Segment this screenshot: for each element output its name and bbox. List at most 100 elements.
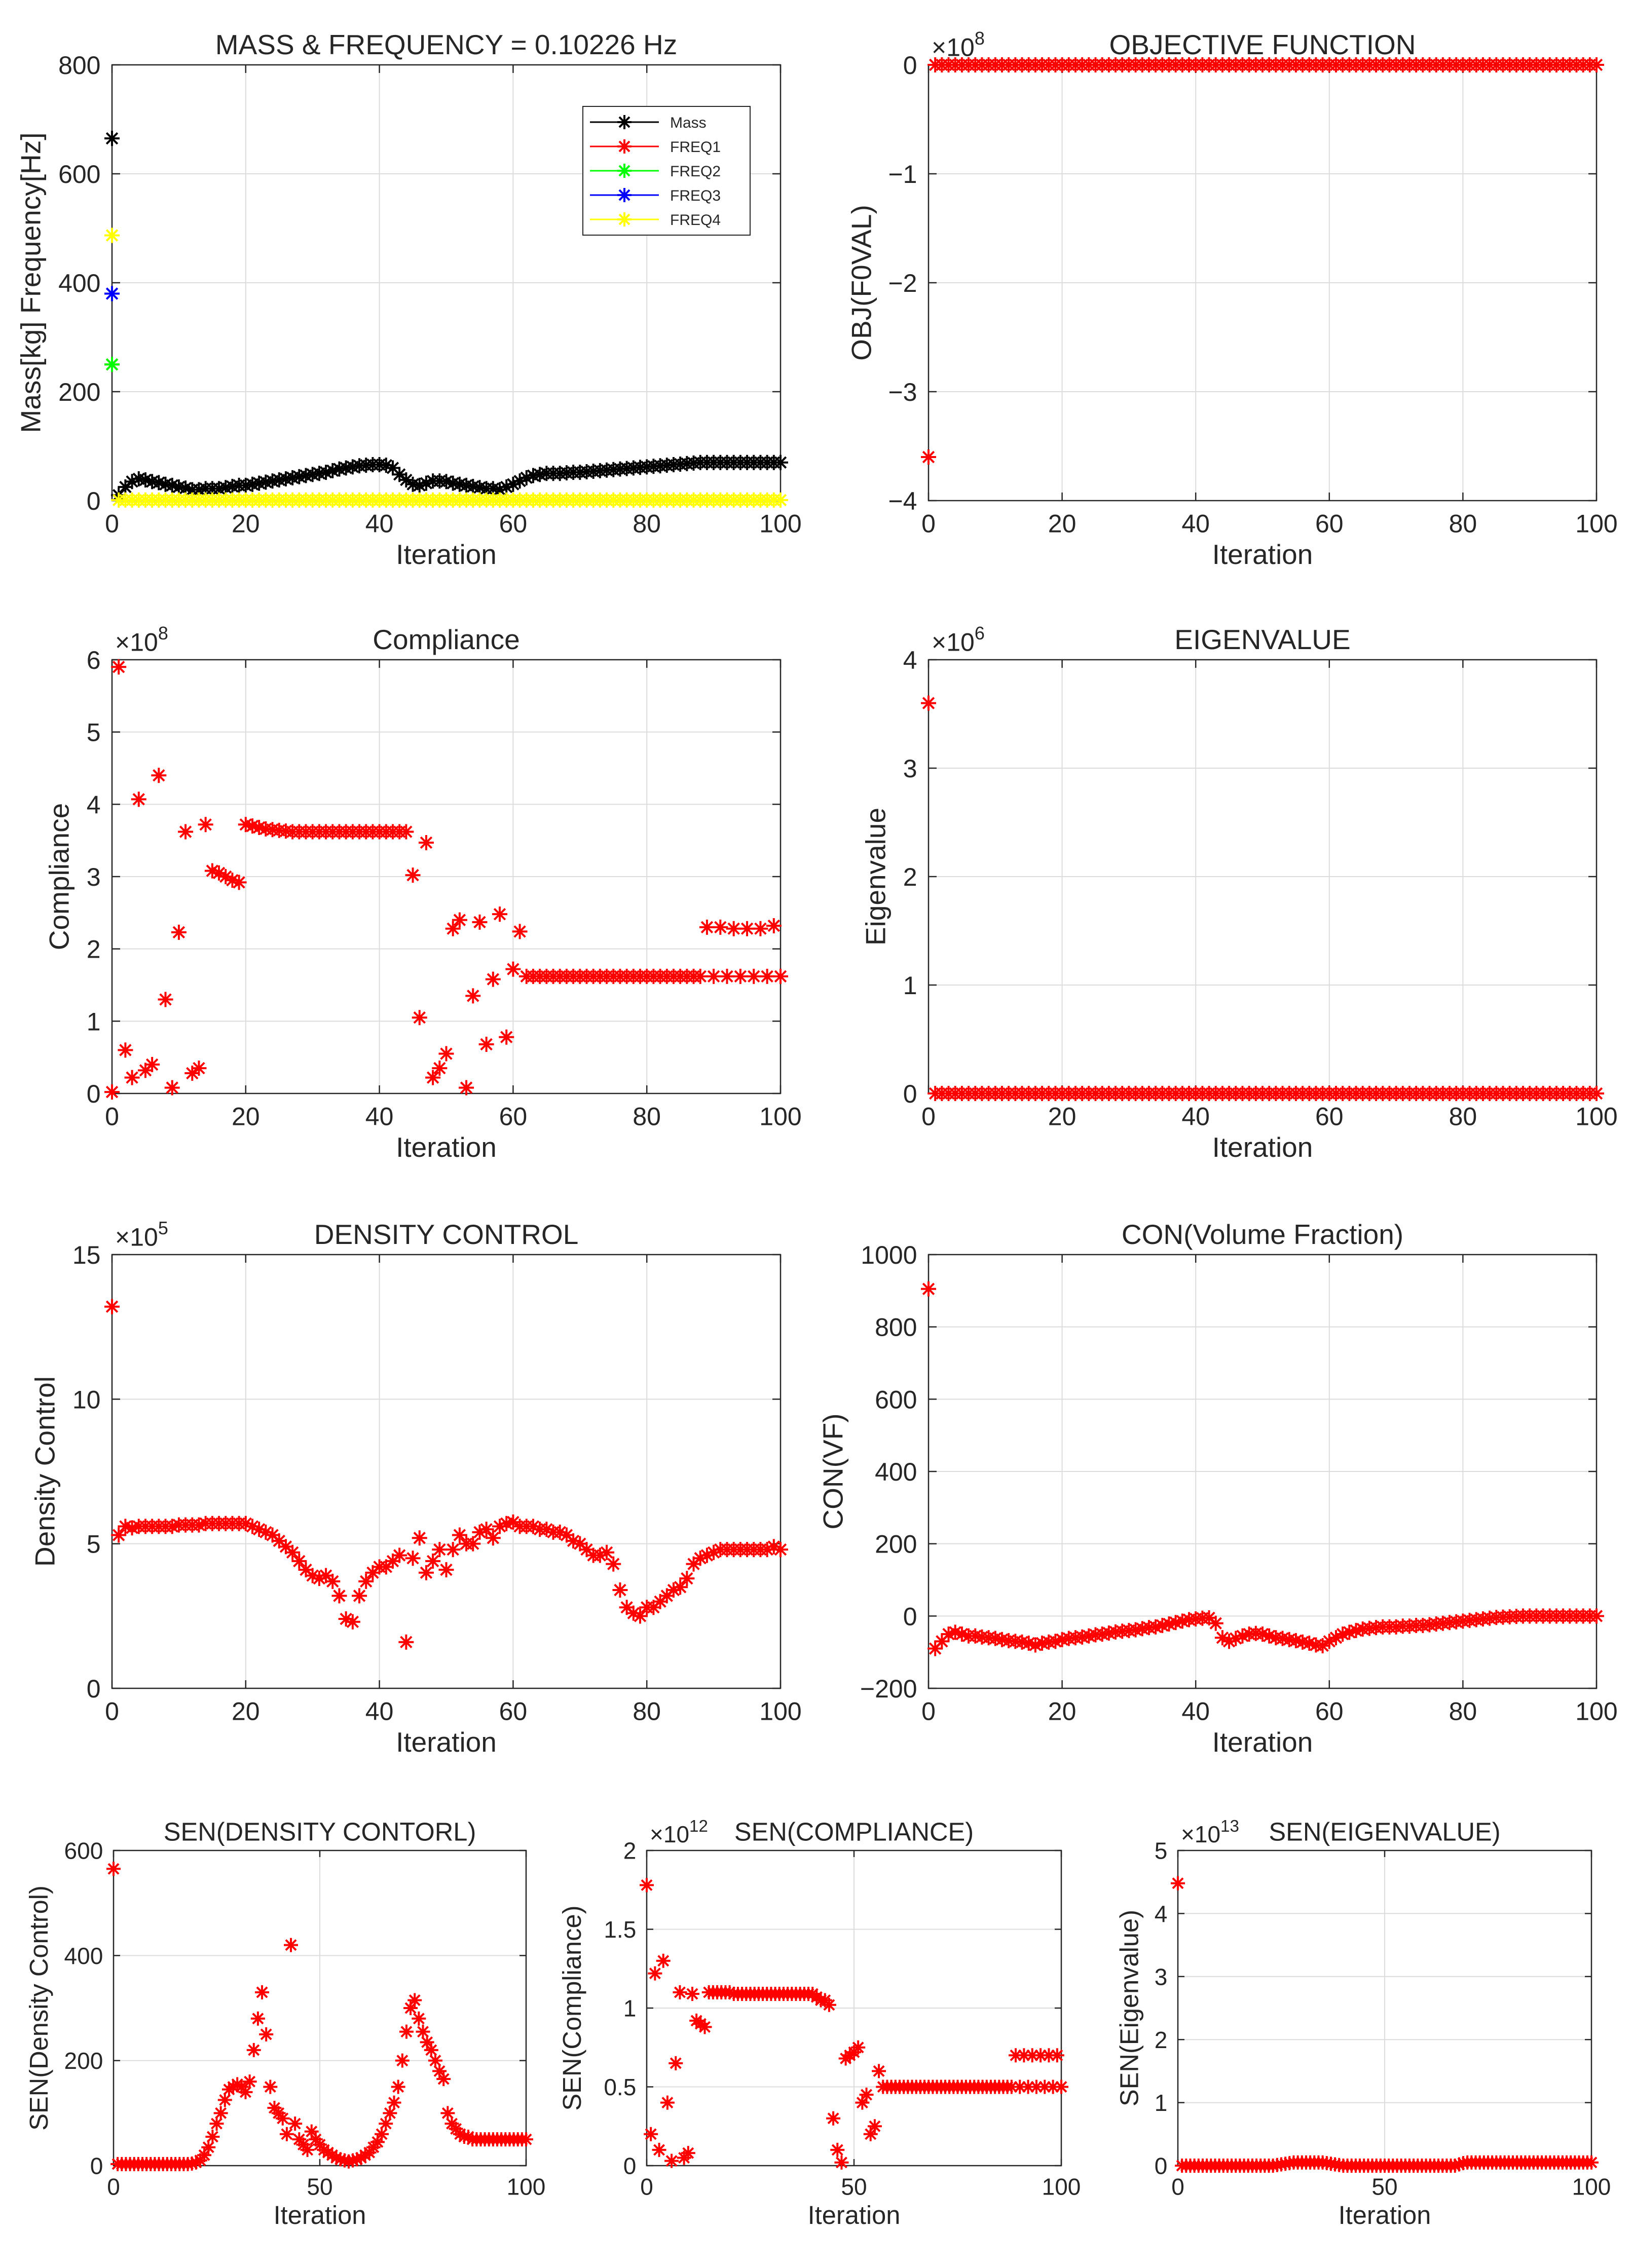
data-point [505, 476, 521, 492]
data-point [652, 2142, 666, 2157]
legend-label: FREQ1 [670, 139, 721, 156]
data-point [106, 1862, 121, 1876]
data-point [288, 2116, 303, 2131]
data-point [512, 473, 528, 489]
y-axis-label: Eigenvalue [860, 808, 892, 946]
data-point [1029, 2080, 1044, 2094]
legend-entry: FREQ4 [590, 212, 721, 229]
data-point [759, 1542, 775, 1558]
data-point [699, 919, 715, 935]
data-point [305, 467, 320, 482]
data-point [205, 2129, 220, 2144]
data-point [499, 479, 514, 495]
data-point [465, 988, 481, 1004]
data-point [619, 1600, 635, 1615]
series-sen-eigenvalue- [1171, 1876, 1599, 2173]
series-freq2 [104, 357, 120, 372]
x-tick-label: 60 [499, 1697, 528, 1726]
data-point [405, 867, 421, 883]
y-axis-label: CON(VF) [818, 1413, 849, 1529]
data-point [385, 1553, 400, 1569]
data-point [1009, 2048, 1023, 2063]
legend-entry: FREQ1 [590, 139, 721, 156]
data-point [719, 968, 735, 984]
data-point [251, 475, 267, 491]
data-point [692, 968, 708, 984]
data-point [505, 961, 521, 977]
data-point [398, 472, 414, 488]
y-tick-label: 800 [58, 51, 100, 80]
x-axis-label: Iteration [274, 2201, 366, 2229]
data-point [826, 2111, 841, 2126]
data-point [559, 1527, 574, 1543]
legend-label: Mass [670, 115, 707, 131]
data-point [436, 2071, 451, 2086]
data-point [472, 1524, 488, 1540]
data-point [201, 2140, 216, 2154]
data-point [612, 1582, 628, 1598]
data-point [652, 1594, 668, 1609]
data-point [492, 906, 508, 922]
axes-box [111, 1254, 782, 1689]
axis-exponent: ×1013 [1181, 1817, 1239, 1847]
x-tick-label: 20 [1048, 1697, 1077, 1726]
data-point [692, 1551, 708, 1566]
axis-exponent: ×108 [115, 623, 168, 657]
y-tick-label: 0 [87, 487, 101, 515]
data-point [673, 1985, 687, 1999]
data-point [773, 492, 788, 508]
x-axis-label: Iteration [808, 2201, 901, 2229]
data-point [111, 659, 127, 675]
data-point [1328, 1630, 1344, 1646]
data-point [111, 1527, 127, 1543]
x-axis-label: Iteration [396, 1726, 497, 1758]
data-point [432, 1061, 448, 1076]
data-point [341, 2154, 356, 2169]
x-tick-label: 50 [307, 2174, 332, 2200]
data-point [104, 228, 120, 243]
data-point [492, 1519, 508, 1534]
data-point [759, 968, 775, 984]
y-tick-label: 5 [87, 1530, 101, 1559]
data-point [773, 968, 788, 984]
chart-objective: 0 20 40 60 80 100 −4 −3 −2 −1 0 ×108 OBJECTIVE FUNCT… [846, 28, 1618, 570]
chart-title: SEN(COMPLIANCE) [734, 1818, 974, 1846]
legend-marker [617, 188, 632, 202]
data-point [246, 2043, 261, 2057]
data-point [954, 1627, 970, 1642]
data-point [1168, 1615, 1183, 1631]
data-point [512, 924, 528, 939]
data-point [405, 476, 421, 492]
axis-exponent-power: 6 [975, 623, 985, 644]
data-point [1021, 2080, 1035, 2094]
x-tick-label: 60 [499, 510, 528, 538]
legend-label: FREQ3 [670, 187, 721, 204]
chart-title: SEN(DENSITY CONTORL) [164, 1818, 476, 1846]
x-tick-label: 0 [1171, 2174, 1184, 2200]
data-point [263, 2080, 278, 2094]
x-axis-label: Iteration [396, 539, 497, 570]
data-point [225, 479, 240, 495]
y-tick-label: 0 [87, 1080, 101, 1108]
chart-title: DENSITY CONTROL [314, 1219, 579, 1250]
plot-area [112, 1255, 781, 1688]
axis-exponent-power: 12 [689, 1817, 708, 1836]
data-point [1004, 2080, 1019, 2094]
x-tick-label: 100 [759, 1103, 801, 1131]
data-point [472, 480, 488, 496]
data-point [921, 695, 936, 711]
data-point [1348, 1622, 1364, 1638]
data-point [104, 357, 120, 372]
data-point [204, 863, 220, 879]
data-point [398, 1634, 414, 1650]
data-point [198, 817, 213, 833]
chart-sen_eigenvalue: 0 50 100 0 1 2 3 4 5 ×1013 SEN(EIGENVALUE) Iteratio… [1115, 1817, 1611, 2229]
y-tick-label: 0 [903, 1602, 917, 1631]
data-point [225, 873, 240, 888]
data-point [1094, 1627, 1110, 1642]
data-point [851, 2040, 866, 2055]
data-point [1046, 2080, 1060, 2094]
data-point [461, 2129, 476, 2144]
data-point [189, 2155, 203, 2170]
data-point [1021, 1635, 1036, 1651]
